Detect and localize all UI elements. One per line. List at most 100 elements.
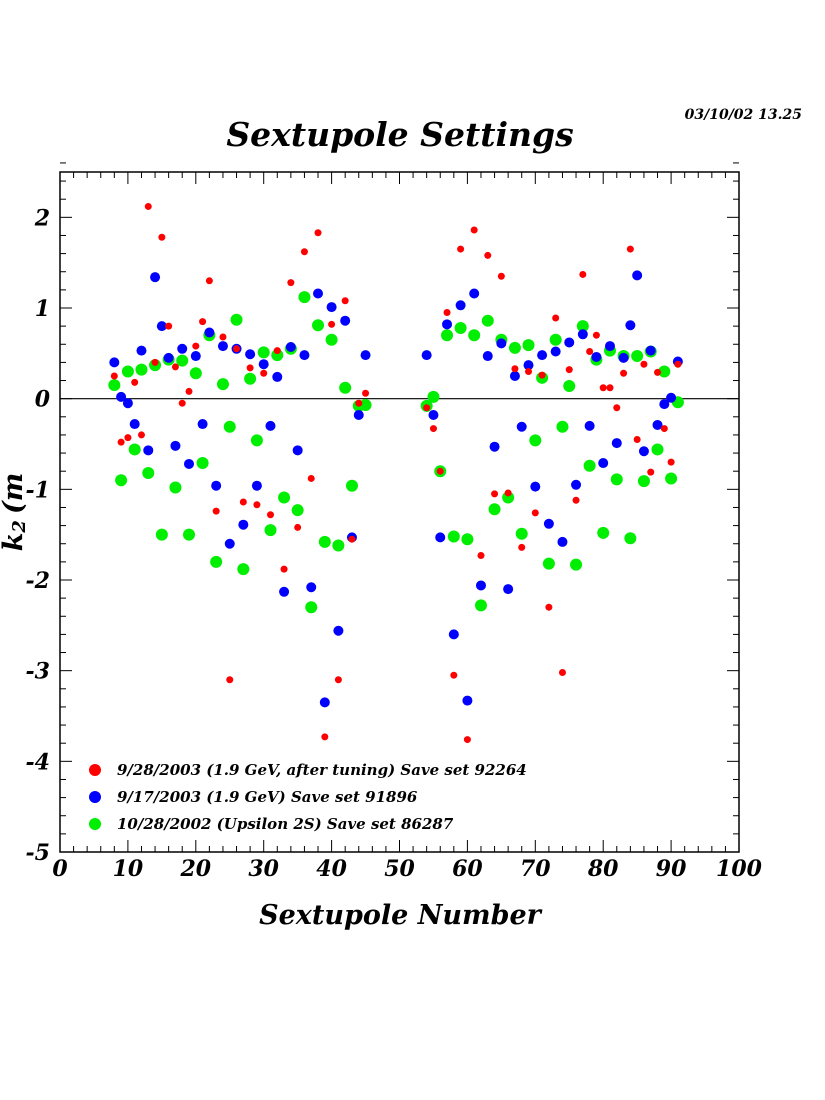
data-point	[576, 320, 589, 333]
data-point	[117, 438, 125, 446]
data-point	[108, 379, 121, 392]
data-point	[216, 378, 229, 391]
data-point	[523, 360, 534, 371]
legend-entry: 9/17/2003 (1.9 GeV) Save set 91896	[117, 788, 418, 806]
data-point	[489, 441, 500, 452]
data-point	[314, 229, 322, 237]
x-axis-label: Sextupole Number	[259, 900, 543, 931]
data-point	[300, 248, 308, 256]
data-point	[124, 434, 132, 442]
data-point	[313, 288, 324, 299]
y-tick-labels: -5 -4 -3 -2 -1 0 1 2	[26, 205, 51, 866]
data-point	[333, 625, 344, 636]
data-point	[348, 535, 356, 543]
y-axis-label: k2 (m	[0, 473, 30, 552]
data-point	[558, 668, 566, 676]
data-point	[454, 321, 467, 334]
data-point	[318, 535, 331, 548]
data-point	[258, 359, 269, 370]
data-point	[484, 251, 492, 259]
data-point	[563, 379, 576, 392]
y-tick-label: -3	[26, 659, 50, 685]
data-point	[598, 458, 609, 469]
data-point	[463, 736, 471, 744]
data-point	[257, 346, 270, 359]
data-point	[515, 527, 528, 540]
data-point	[306, 582, 317, 593]
data-point	[334, 676, 342, 684]
data-point	[260, 369, 268, 377]
y-tick-label: 1	[35, 296, 50, 322]
data-point	[565, 366, 573, 374]
data-point	[353, 409, 364, 420]
y-axis-label-units: (m	[0, 473, 29, 514]
data-point	[618, 352, 629, 363]
data-point	[326, 302, 337, 313]
data-point	[291, 504, 304, 517]
data-point	[359, 399, 372, 412]
data-point	[238, 519, 249, 530]
data-point	[196, 457, 209, 470]
data-point	[360, 350, 371, 361]
y-tick-label: -2	[26, 568, 50, 594]
data-point	[552, 314, 560, 322]
data-point	[362, 389, 370, 397]
data-point	[556, 420, 569, 433]
data-point	[177, 343, 188, 354]
data-point	[233, 345, 241, 353]
data-point	[423, 404, 431, 412]
y-tick-label: 0	[35, 387, 51, 413]
data-point	[237, 563, 250, 576]
data-point	[312, 319, 325, 332]
x-tick-label: 20	[179, 856, 211, 882]
x-tick-label: 10	[113, 856, 144, 882]
data-point	[651, 443, 664, 456]
data-point	[659, 399, 670, 410]
data-point	[325, 333, 338, 346]
data-point	[266, 511, 274, 519]
data-point	[475, 580, 486, 591]
data-point	[204, 327, 215, 338]
data-point	[631, 350, 644, 363]
legend-entry: 9/28/2003 (1.9 GeV, after tuning) Save s…	[117, 761, 527, 779]
data-point	[633, 435, 641, 443]
data-point	[341, 297, 349, 305]
data-point	[613, 404, 621, 412]
data-point	[428, 409, 439, 420]
data-point	[264, 524, 277, 537]
data-point	[497, 272, 505, 280]
data-point	[230, 313, 243, 326]
data-point	[169, 481, 182, 494]
data-point	[355, 399, 363, 407]
x-tick-label: 60	[452, 856, 483, 882]
data-point	[632, 270, 643, 281]
legend-marker	[89, 791, 101, 803]
x-tick-labels: 0 10 20 30 40 50 60 70 80 90 100	[52, 856, 762, 882]
data-point	[654, 368, 662, 376]
data-point	[116, 391, 127, 402]
data-point	[584, 420, 595, 431]
data-point	[620, 369, 628, 377]
data-point	[482, 351, 493, 362]
data-point	[253, 501, 261, 509]
series-3	[108, 291, 684, 614]
data-point	[570, 558, 583, 571]
timestamp-label: 03/10/02 13.25	[685, 107, 802, 123]
data-point	[223, 420, 236, 433]
data-point	[647, 468, 655, 476]
data-point	[212, 507, 220, 515]
data-point	[199, 318, 207, 326]
data-point	[142, 467, 155, 480]
data-point	[549, 333, 562, 346]
data-point	[469, 288, 480, 299]
axis-ticks	[59, 162, 740, 853]
data-point	[292, 445, 303, 456]
data-point	[328, 320, 336, 328]
data-point	[151, 358, 159, 366]
data-point	[665, 472, 678, 485]
data-point	[294, 523, 302, 531]
data-point	[604, 341, 615, 352]
x-tick-label: 30	[248, 856, 279, 882]
data-point	[307, 474, 315, 482]
